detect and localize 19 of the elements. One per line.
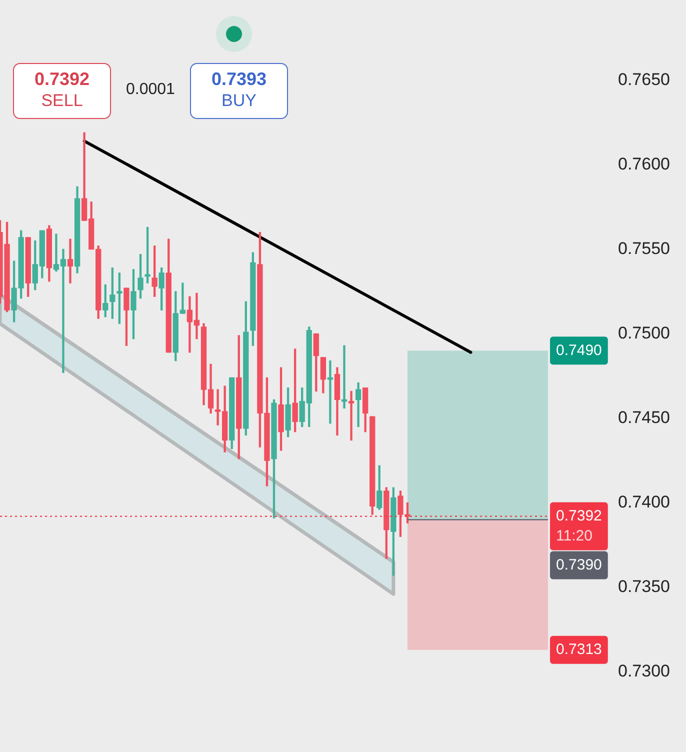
band-label: 0.7490	[556, 342, 602, 359]
y-tick-label: 0.7500	[618, 323, 670, 342]
y-tick-label: 0.7650	[618, 70, 670, 89]
ref-line-label: 0.7392 11:20	[556, 507, 602, 544]
annotation: 0.7393 BUY	[210, 69, 268, 111]
y-tick-label: 0.7350	[618, 576, 670, 596]
y-tick-label: 0.7550	[618, 238, 670, 258]
sell-button[interactable]	[13, 63, 111, 119]
candlestick	[67, 238, 74, 284]
y-tick-label: 0.7450	[618, 408, 670, 427]
ref-line-label: 0.7390	[556, 556, 602, 574]
buy-button[interactable]	[190, 63, 288, 119]
annotation: 0.0001	[126, 80, 175, 99]
band-label: 0.7313	[556, 640, 602, 658]
y-tick-label: 0.7300	[618, 661, 670, 680]
y-tick-label: 0.7400	[618, 492, 670, 512]
candlestick	[348, 390, 354, 441]
y-tick-label: 0.7600	[618, 154, 670, 174]
annotation: 0.7392 SELL	[33, 69, 91, 111]
